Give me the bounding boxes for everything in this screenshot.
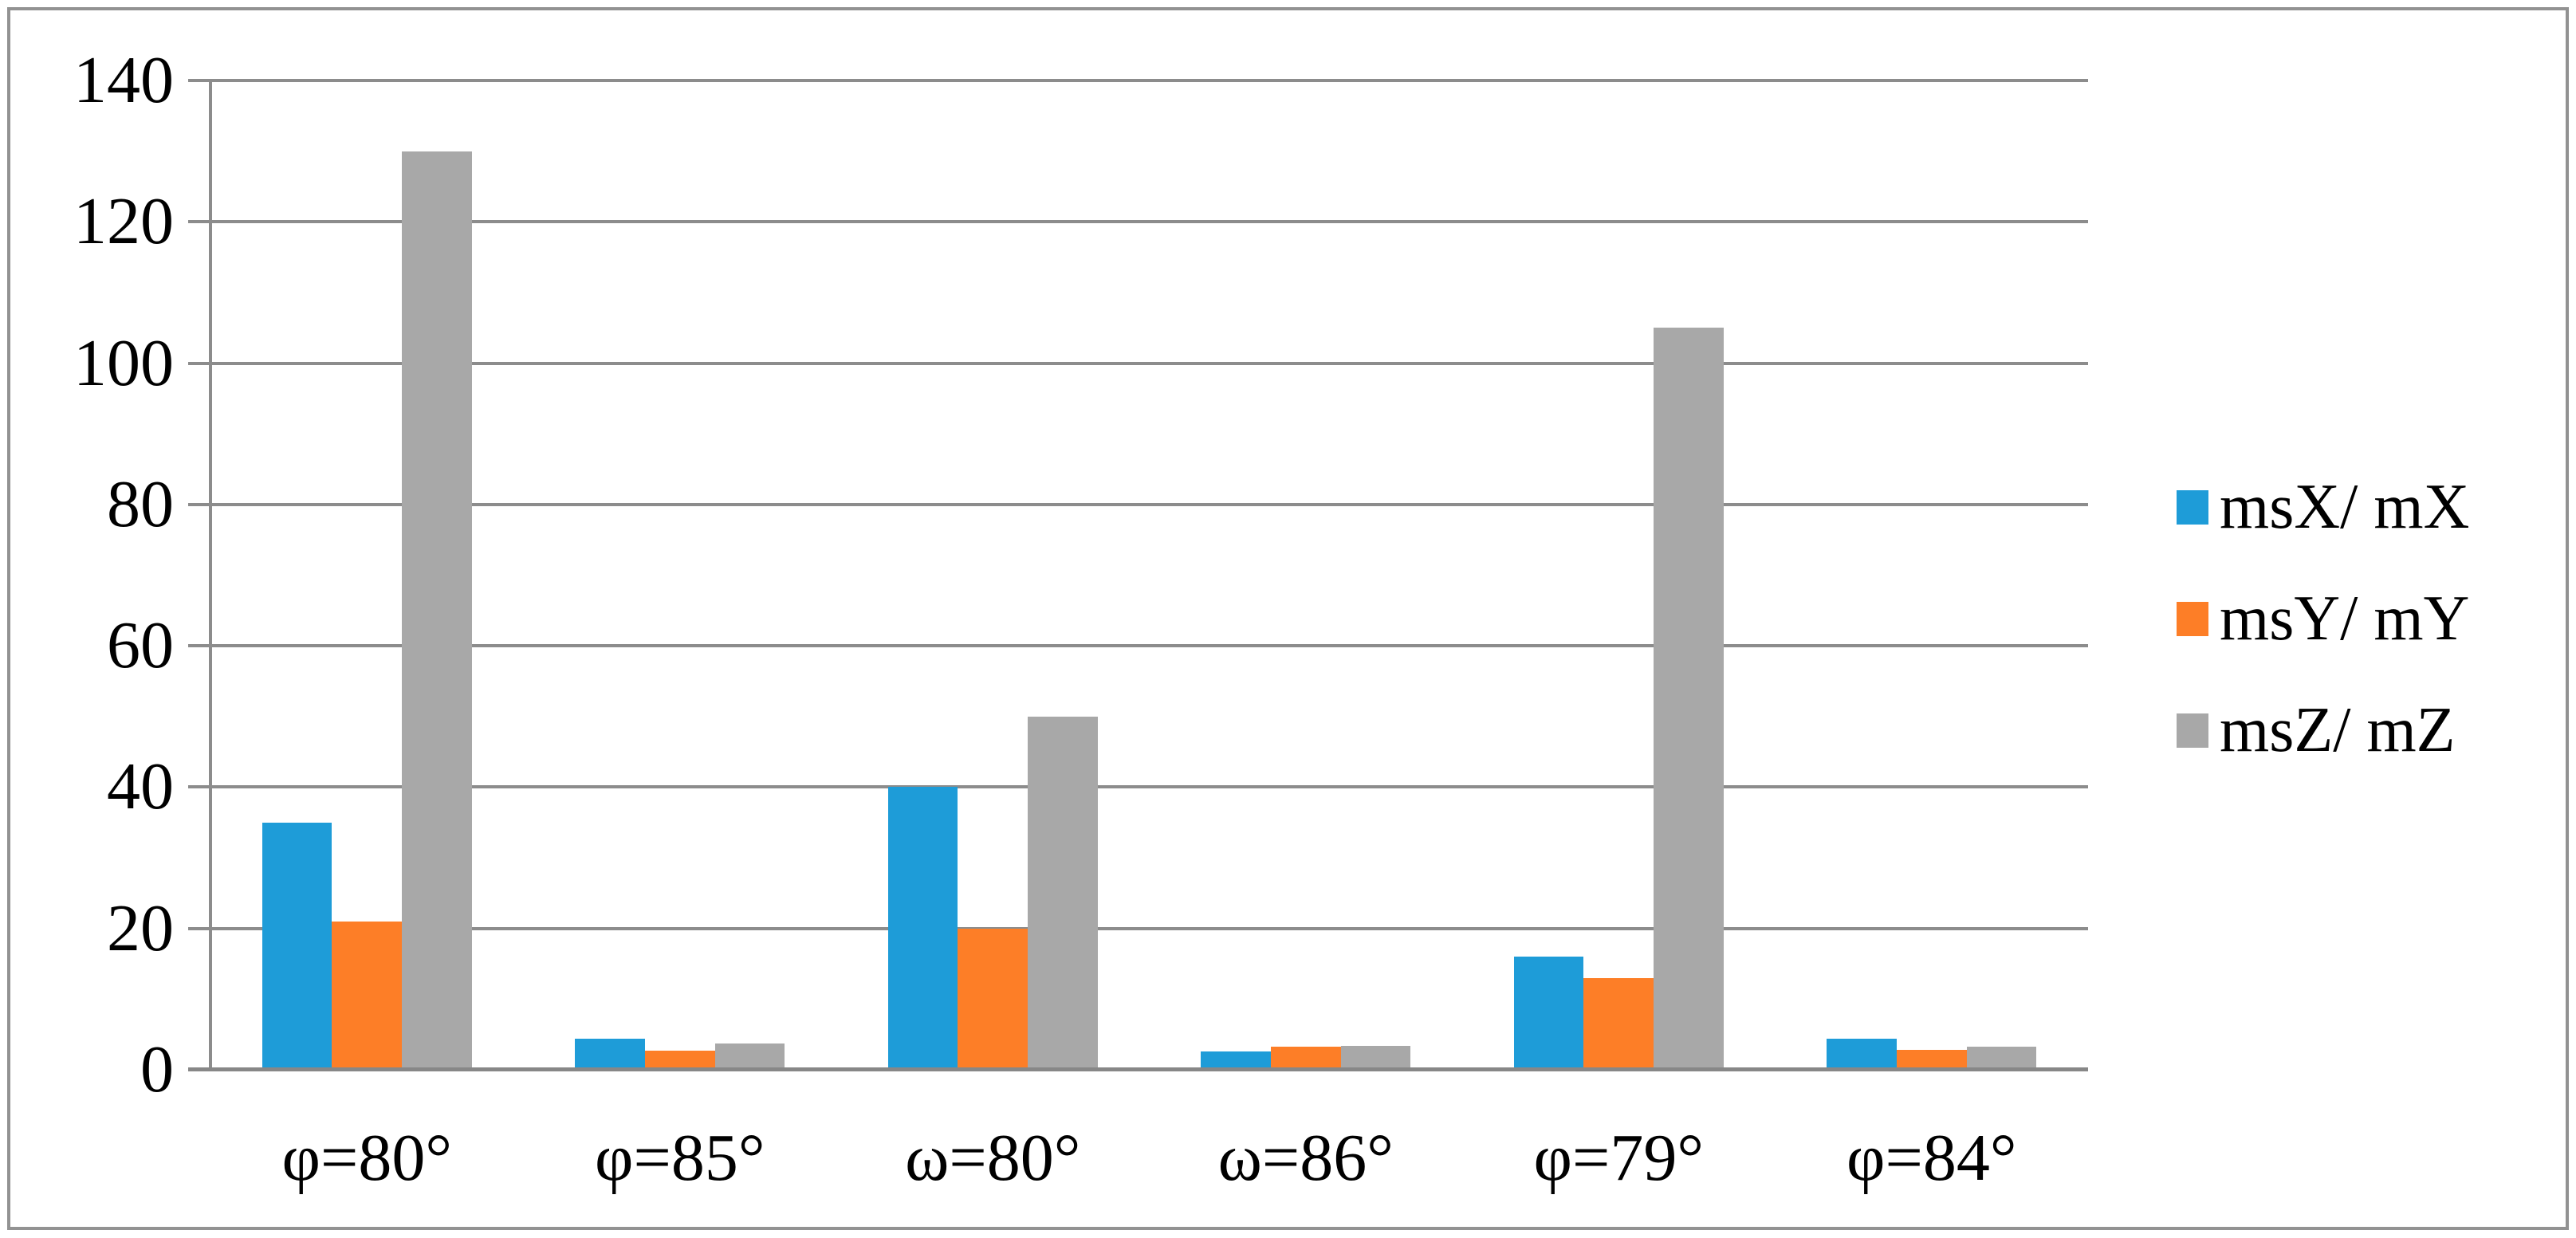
bar-msy-my-phi-79 bbox=[1583, 977, 1654, 1070]
bar-msz-mz-omega-86 bbox=[1340, 1045, 1411, 1070]
y-tick-label-120: 120 bbox=[73, 184, 174, 259]
gridline-80 bbox=[210, 502, 2088, 506]
bar-msy-my-omega-86 bbox=[1270, 1046, 1341, 1070]
y-tick-label-20: 20 bbox=[107, 890, 174, 965]
x-category-label-phi-79: φ=79° bbox=[1533, 1121, 1704, 1195]
y-tick-mark-40 bbox=[188, 785, 210, 789]
bar-msx-mx-phi-85 bbox=[575, 1039, 645, 1070]
legend-row-msx-mx: msX/ mX bbox=[2177, 474, 2469, 540]
legend-swatch-msy-my bbox=[2177, 601, 2208, 636]
bar-msz-mz-phi-80 bbox=[402, 151, 472, 1070]
bar-msz-mz-omega-80 bbox=[1028, 716, 1098, 1070]
y-tick-label-0: 0 bbox=[140, 1032, 174, 1106]
y-tick-mark-140 bbox=[188, 79, 210, 82]
bar-msy-my-omega-80 bbox=[958, 928, 1028, 1070]
y-tick-mark-80 bbox=[188, 502, 210, 506]
y-tick-mark-120 bbox=[188, 220, 210, 224]
bar-msy-my-phi-84 bbox=[1896, 1050, 1967, 1070]
y-tick-label-140: 140 bbox=[73, 43, 174, 117]
legend-swatch-msx-mx bbox=[2177, 489, 2208, 525]
legend-label-msx-mx: msX/ mX bbox=[2220, 472, 2470, 542]
bar-msz-mz-phi-84 bbox=[1966, 1046, 2037, 1070]
x-axis-line bbox=[188, 1067, 2088, 1071]
y-tick-mark-60 bbox=[188, 644, 210, 648]
y-axis-tick-labels: 0 20 40 60 80 100 120 140 bbox=[0, 47, 174, 1103]
gridline-40 bbox=[210, 785, 2088, 789]
gridline-20 bbox=[210, 926, 2088, 930]
x-category-label-phi-80: φ=80° bbox=[281, 1121, 452, 1195]
x-category-label-phi-85: φ=85° bbox=[595, 1121, 765, 1195]
y-tick-mark-100 bbox=[188, 361, 210, 365]
gridline-60 bbox=[210, 644, 2088, 648]
y-axis-line bbox=[209, 81, 212, 1070]
gridline-100 bbox=[210, 361, 2088, 365]
plot-area bbox=[188, 79, 2088, 1071]
y-tick-label-100: 100 bbox=[73, 325, 174, 400]
bar-msz-mz-phi-85 bbox=[714, 1043, 785, 1070]
bar-msy-my-phi-80 bbox=[332, 921, 403, 1070]
chart-frame-border bbox=[7, 7, 2569, 1230]
gridline-120 bbox=[210, 220, 2088, 224]
y-tick-label-80: 80 bbox=[107, 466, 174, 541]
x-category-label-omega-86: ω=86° bbox=[1217, 1121, 1394, 1195]
bar-msx-mx-phi-79 bbox=[1513, 957, 1584, 1070]
bar-msx-mx-phi-80 bbox=[262, 822, 332, 1070]
legend-label-msy-my: msY/ mY bbox=[2220, 584, 2470, 654]
y-tick-label-60: 60 bbox=[107, 608, 174, 683]
legend-label-msz-mz: msZ/ mZ bbox=[2220, 695, 2456, 765]
y-tick-mark-20 bbox=[188, 926, 210, 930]
gridline-140 bbox=[210, 79, 2088, 82]
bar-msx-mx-omega-86 bbox=[1201, 1051, 1271, 1070]
bar-msx-mx-omega-80 bbox=[887, 787, 958, 1070]
x-category-label-omega-80: ω=80° bbox=[905, 1121, 1081, 1195]
x-category-label-phi-84: φ=84° bbox=[1846, 1121, 2017, 1195]
x-axis-category-labels: φ=80° φ=85° ω=80° ω=86° φ=79° φ=84° bbox=[210, 1114, 2088, 1210]
bar-msy-my-phi-85 bbox=[644, 1051, 715, 1070]
bar-msx-mx-phi-84 bbox=[1827, 1039, 1897, 1070]
bar-msz-mz-phi-79 bbox=[1654, 328, 1724, 1070]
legend-row-msy-my: msY/ mY bbox=[2177, 585, 2469, 652]
legend-row-msz-mz: msZ/ mZ bbox=[2177, 697, 2456, 764]
legend-swatch-msz-mz bbox=[2177, 713, 2208, 748]
y-tick-label-40: 40 bbox=[107, 749, 174, 824]
